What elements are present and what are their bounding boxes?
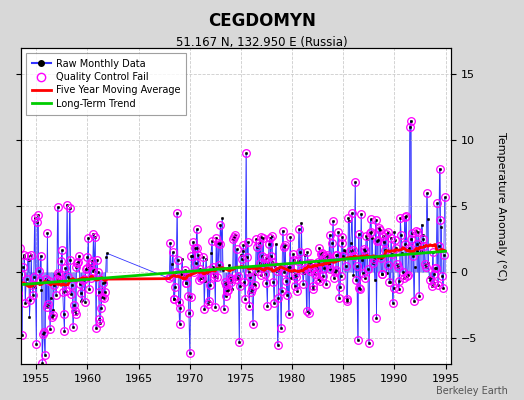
Y-axis label: Temperature Anomaly (°C): Temperature Anomaly (°C) [496, 132, 506, 280]
Text: 51.167 N, 132.950 E (Russia): 51.167 N, 132.950 E (Russia) [176, 36, 348, 49]
Legend: Raw Monthly Data, Quality Control Fail, Five Year Moving Average, Long-Term Tren: Raw Monthly Data, Quality Control Fail, … [26, 53, 187, 115]
Text: CEGDOMYN: CEGDOMYN [208, 12, 316, 30]
Text: Berkeley Earth: Berkeley Earth [436, 386, 508, 396]
